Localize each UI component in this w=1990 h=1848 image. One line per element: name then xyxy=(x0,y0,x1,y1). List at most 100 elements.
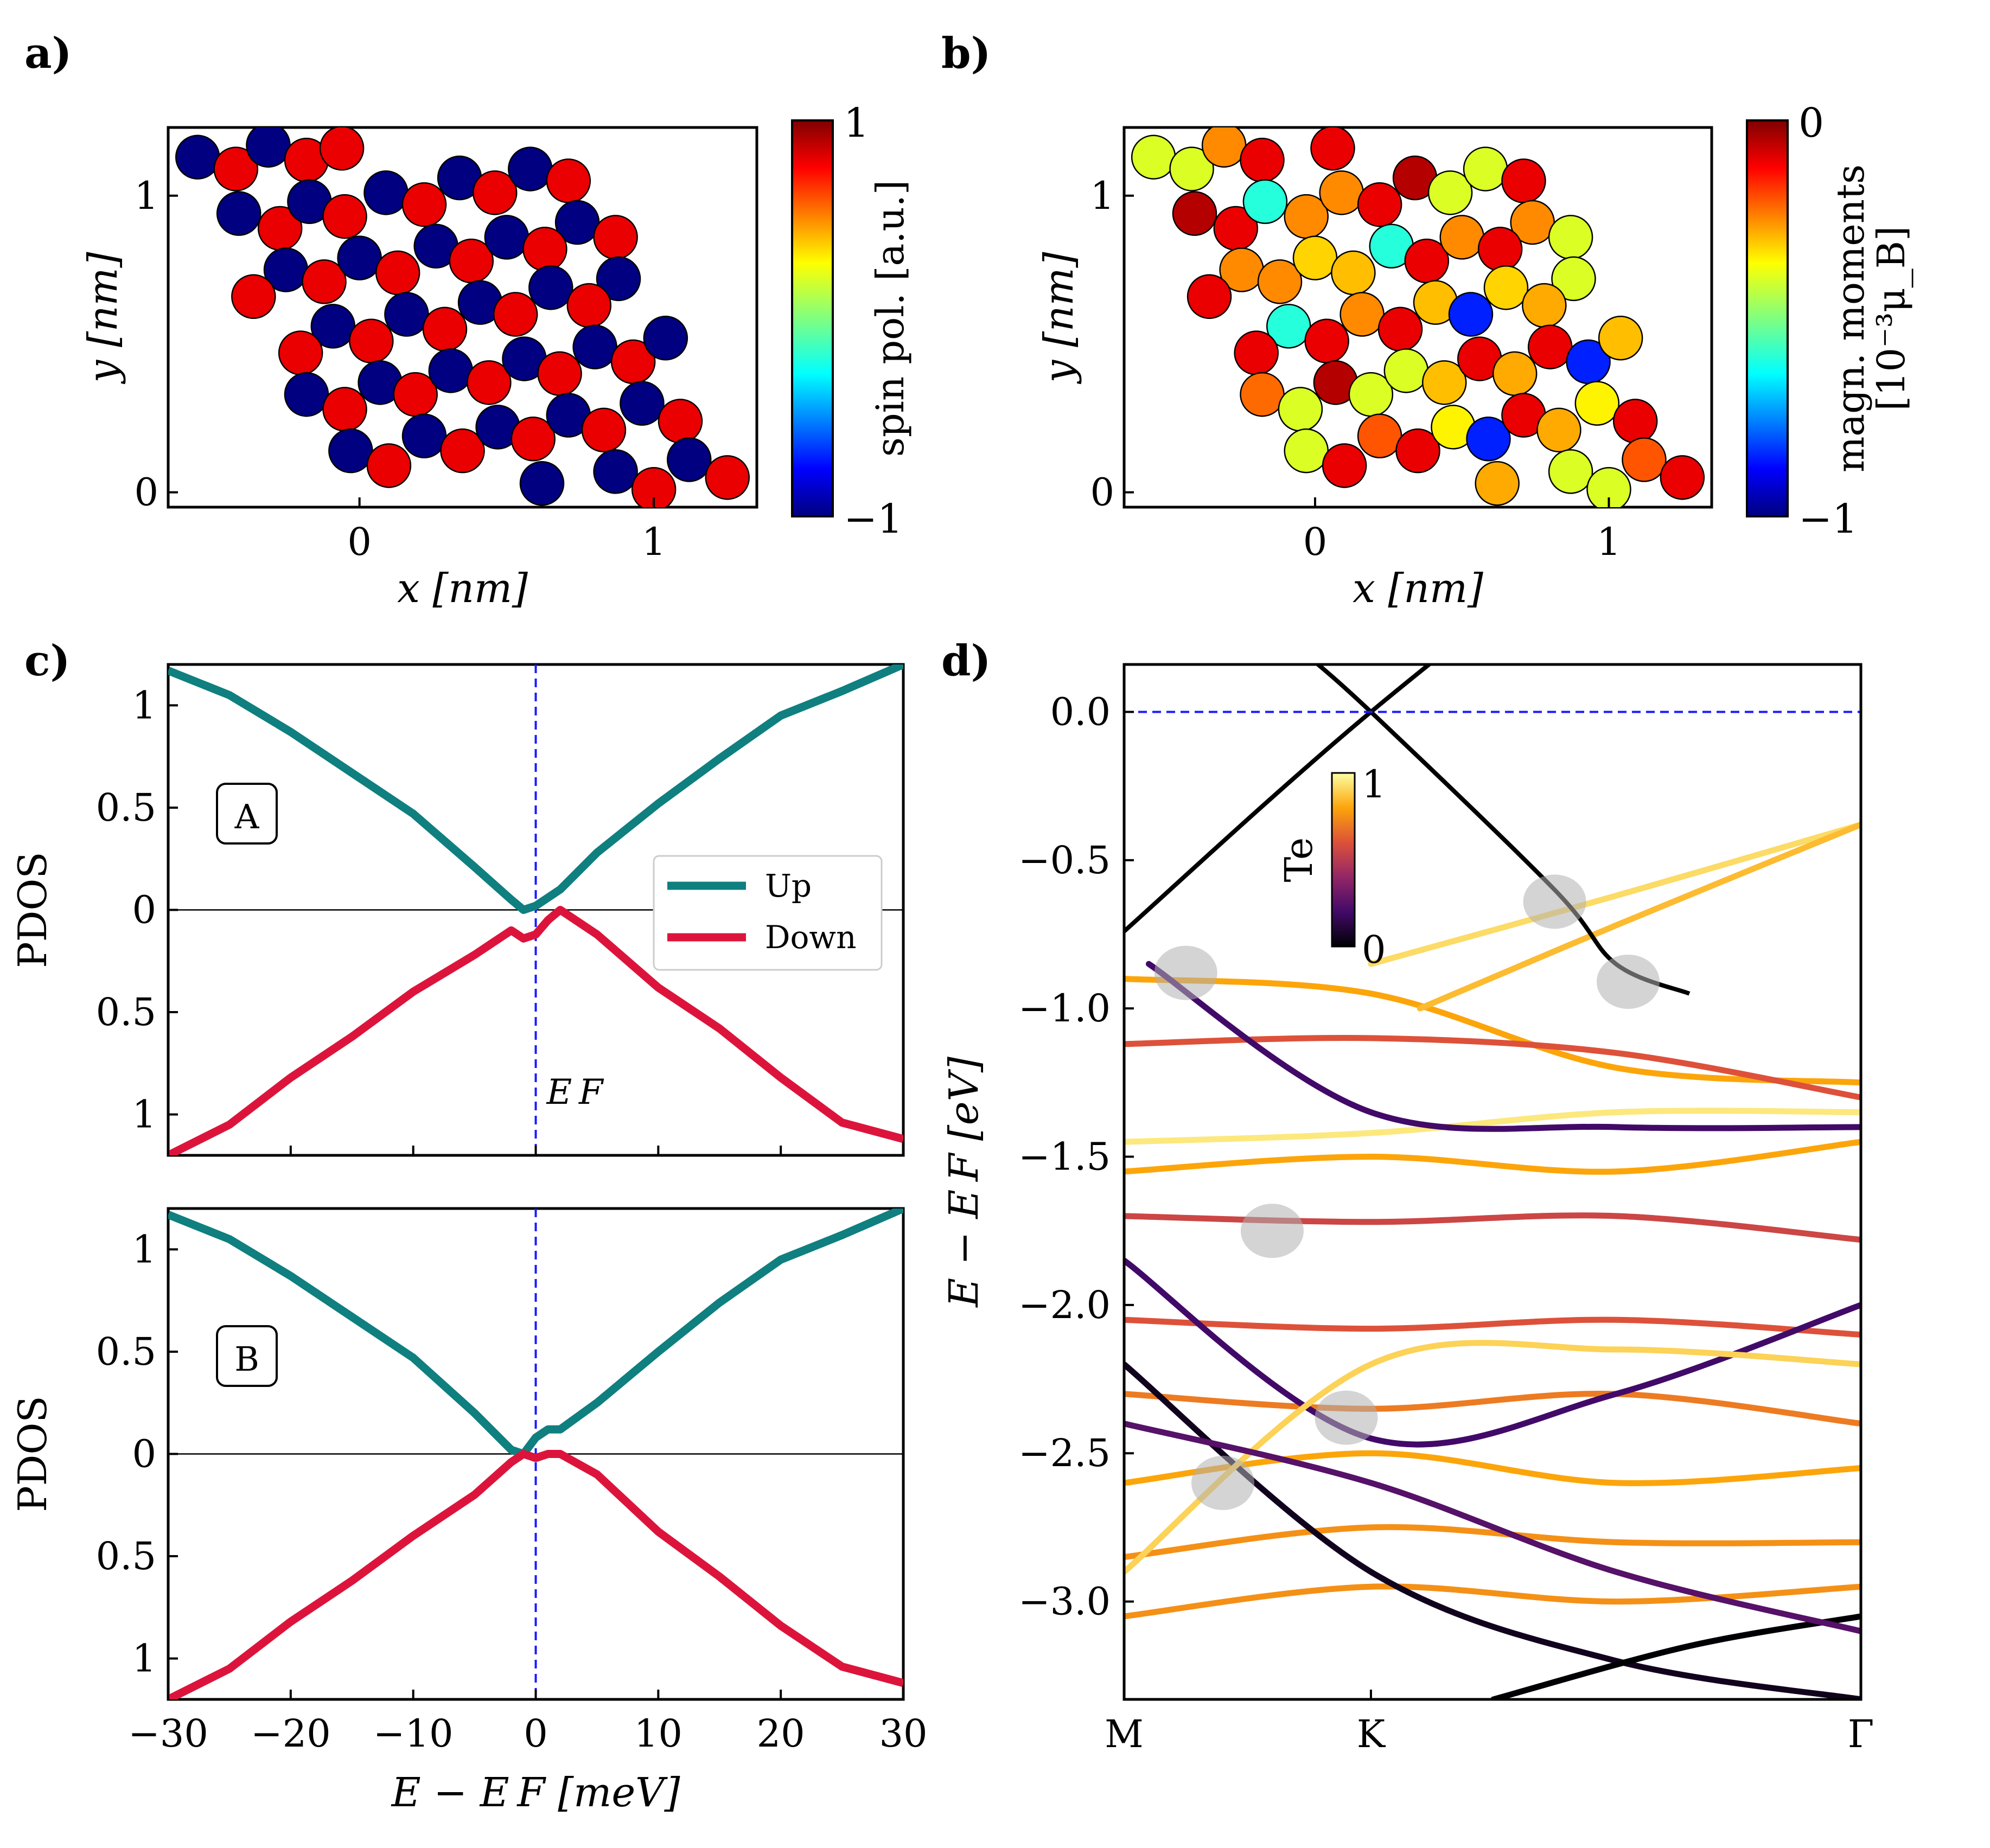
atom-marker xyxy=(1492,351,1538,397)
atom-marker xyxy=(1240,137,1285,183)
colorbar-label-line2: [10⁻³μ_B] xyxy=(1869,226,1914,411)
k-point-label: K xyxy=(1357,1712,1386,1756)
atom-marker xyxy=(1322,443,1367,488)
panel-label-d: d) xyxy=(941,636,991,686)
atom-marker xyxy=(666,437,712,482)
colorbar-max-label: 1 xyxy=(1362,762,1386,807)
atom-marker xyxy=(1357,182,1402,227)
atom-marker xyxy=(593,449,638,494)
atom-marker xyxy=(1501,158,1546,203)
highlight-circle xyxy=(1597,954,1660,1009)
y-tick-label: 1 xyxy=(1090,174,1114,218)
y-tick-label: 0 xyxy=(134,470,158,515)
x-tick-label: 30 xyxy=(879,1711,927,1756)
atom-marker xyxy=(440,428,485,474)
y-tick-label: −0.5 xyxy=(1018,838,1111,883)
atom-marker xyxy=(1187,274,1232,319)
x-tick-label: 0 xyxy=(347,520,372,564)
energy-band xyxy=(1417,821,1861,1012)
y-tick-label: 0 xyxy=(132,1432,156,1476)
atom-marker xyxy=(428,348,474,393)
atom-marker xyxy=(1357,413,1402,458)
colorbar-min-label: 0 xyxy=(1362,928,1386,972)
x-axis-label: x [nm] xyxy=(1353,565,1483,612)
energy-band xyxy=(1124,1212,1861,1243)
atom-marker xyxy=(213,146,259,191)
atom-marker xyxy=(422,306,468,352)
spin-down-curve xyxy=(168,1450,903,1699)
atom-marker xyxy=(216,191,261,236)
colorbar-max-label: 0 xyxy=(1798,100,1824,146)
atom-marker xyxy=(1319,170,1364,215)
energy-band xyxy=(1145,961,1861,1132)
atom-marker xyxy=(1551,256,1596,302)
colorbar xyxy=(1331,772,1356,948)
y-tick-label: 0.5 xyxy=(96,990,156,1034)
box-label-frame xyxy=(216,1325,278,1387)
plot-frame xyxy=(1122,126,1713,509)
atom-marker xyxy=(1234,330,1279,375)
y-tick-label: 1 xyxy=(134,174,158,218)
atom-marker xyxy=(231,274,276,319)
atom-marker xyxy=(349,318,394,363)
y-tick-label: 1 xyxy=(132,683,156,727)
atom-marker xyxy=(620,381,665,426)
atoms-group xyxy=(1131,127,1705,507)
box-label-frame xyxy=(216,783,278,845)
atom-marker xyxy=(319,127,365,171)
atom-marker xyxy=(1586,466,1631,507)
atom-marker xyxy=(484,215,530,260)
atom-marker xyxy=(1574,381,1620,426)
colorbar-label: spin pol. [a.u.] xyxy=(868,180,913,457)
x-tick-label: 20 xyxy=(757,1711,805,1756)
y-tick-label: 1 xyxy=(132,1092,156,1137)
atom-marker xyxy=(1622,437,1667,482)
y-axis-label: y [nm] xyxy=(1036,252,1082,384)
atom-marker xyxy=(1483,265,1529,310)
colorbar-label: Te xyxy=(1277,837,1321,883)
highlight-circle xyxy=(1315,1390,1378,1445)
atom-marker xyxy=(1439,215,1484,260)
atom-marker xyxy=(1522,283,1567,328)
atom-marker xyxy=(1527,324,1573,369)
atom-marker xyxy=(401,182,447,227)
atom-marker xyxy=(1331,250,1376,296)
atom-marker xyxy=(537,351,582,397)
atom-marker xyxy=(1383,348,1429,393)
y-tick-label: 1 xyxy=(132,1636,156,1681)
atoms-group xyxy=(175,127,750,507)
atom-marker xyxy=(363,170,409,215)
energy-band xyxy=(1124,1390,1861,1427)
dirac-band xyxy=(1315,664,1691,996)
atom-marker xyxy=(1463,146,1508,191)
atom-marker xyxy=(519,461,565,506)
pdos-curves xyxy=(168,1208,903,1699)
atom-marker xyxy=(1536,407,1581,453)
atom-marker xyxy=(322,387,367,432)
x-tick-label: −10 xyxy=(373,1711,454,1756)
colorbar xyxy=(1746,119,1789,517)
atom-marker xyxy=(643,316,688,361)
x-tick-label: 1 xyxy=(642,520,666,564)
y-tick-label: −2.5 xyxy=(1018,1431,1111,1475)
energy-band xyxy=(1490,1613,1861,1699)
atom-marker xyxy=(1242,179,1288,224)
spin-up-curve xyxy=(168,1208,903,1458)
atom-marker xyxy=(508,146,553,191)
fermi-level-label: E F xyxy=(546,1072,605,1112)
atom-marker xyxy=(493,292,538,337)
panel-c-pdos: 1 0.5 0 0.5 1 PDOS A E F 1 0.5 0 0.5 1 PDOS B Up Down −30… xyxy=(10,663,928,1816)
legend-label-down: Down xyxy=(765,919,856,956)
atom-marker xyxy=(175,135,220,180)
atom-marker xyxy=(572,324,617,369)
colorbar xyxy=(791,119,834,517)
energy-band xyxy=(1124,976,1861,1086)
atom-marker xyxy=(1475,461,1520,506)
x-tick-label: −20 xyxy=(251,1711,331,1756)
y-tick-label: 0.5 xyxy=(96,1534,156,1578)
x-axis-label: x [nm] xyxy=(397,565,528,612)
highlight-circle xyxy=(1191,1455,1254,1510)
y-axis-label: E − E F [eV] xyxy=(941,1057,987,1308)
atom-marker xyxy=(1257,259,1303,304)
